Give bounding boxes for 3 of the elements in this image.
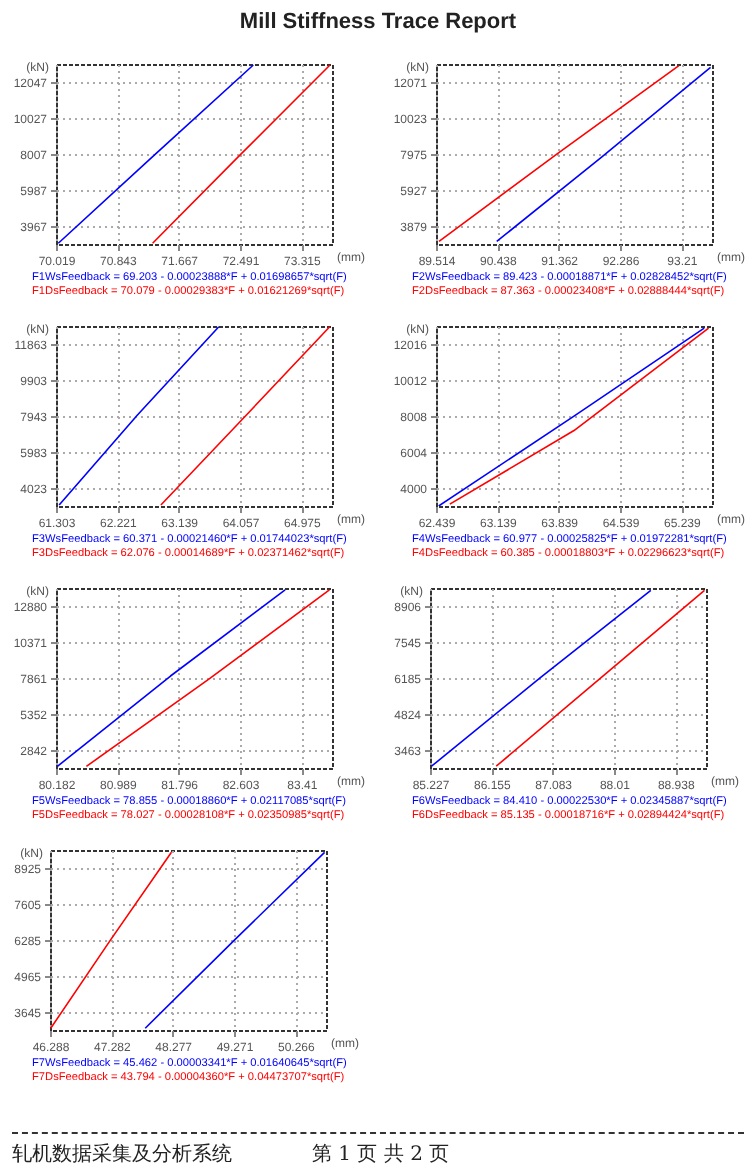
text: Mill Stiffness Trace Report	[237, 10, 519, 34]
text: 轧机数据采集及分析系统	[12, 1141, 232, 1168]
text: 第 1 页 共 2 页	[312, 1141, 450, 1168]
